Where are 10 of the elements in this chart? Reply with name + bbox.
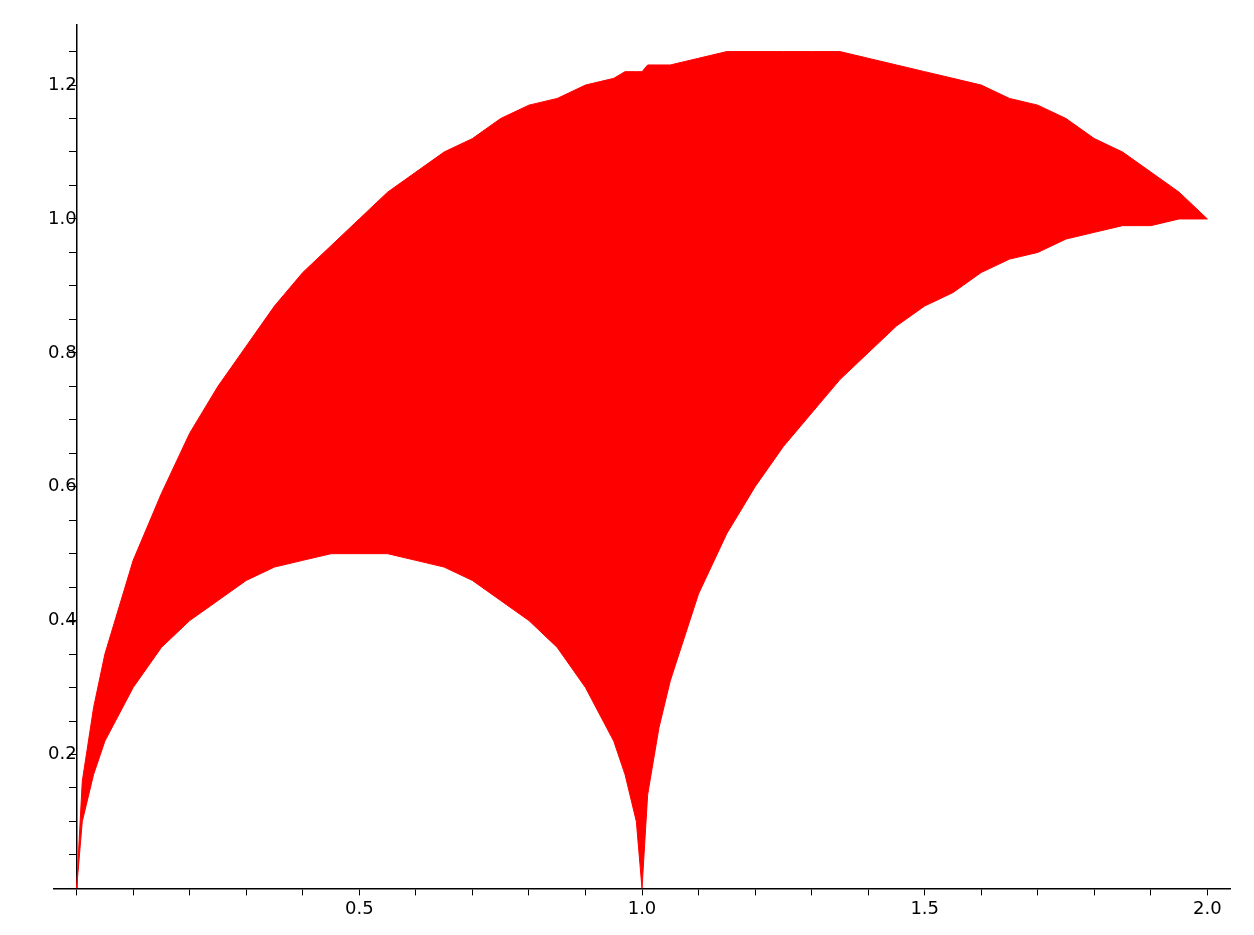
x-tick-label: 1.5: [910, 896, 940, 918]
x-tick-label: 2.0: [1193, 896, 1222, 918]
y-tick-label: 0.8: [47, 340, 77, 362]
y-tick-label: 0.2: [47, 742, 77, 764]
x-tick-label: 0.5: [344, 896, 374, 918]
y-tick-label: 0.4: [47, 608, 77, 630]
y-tick-label: 0.6: [47, 474, 77, 496]
y-tick-label: 1.2: [47, 72, 77, 94]
x-tick-label: 1.0: [627, 896, 657, 918]
y-tick-label: 1.0: [47, 206, 77, 228]
